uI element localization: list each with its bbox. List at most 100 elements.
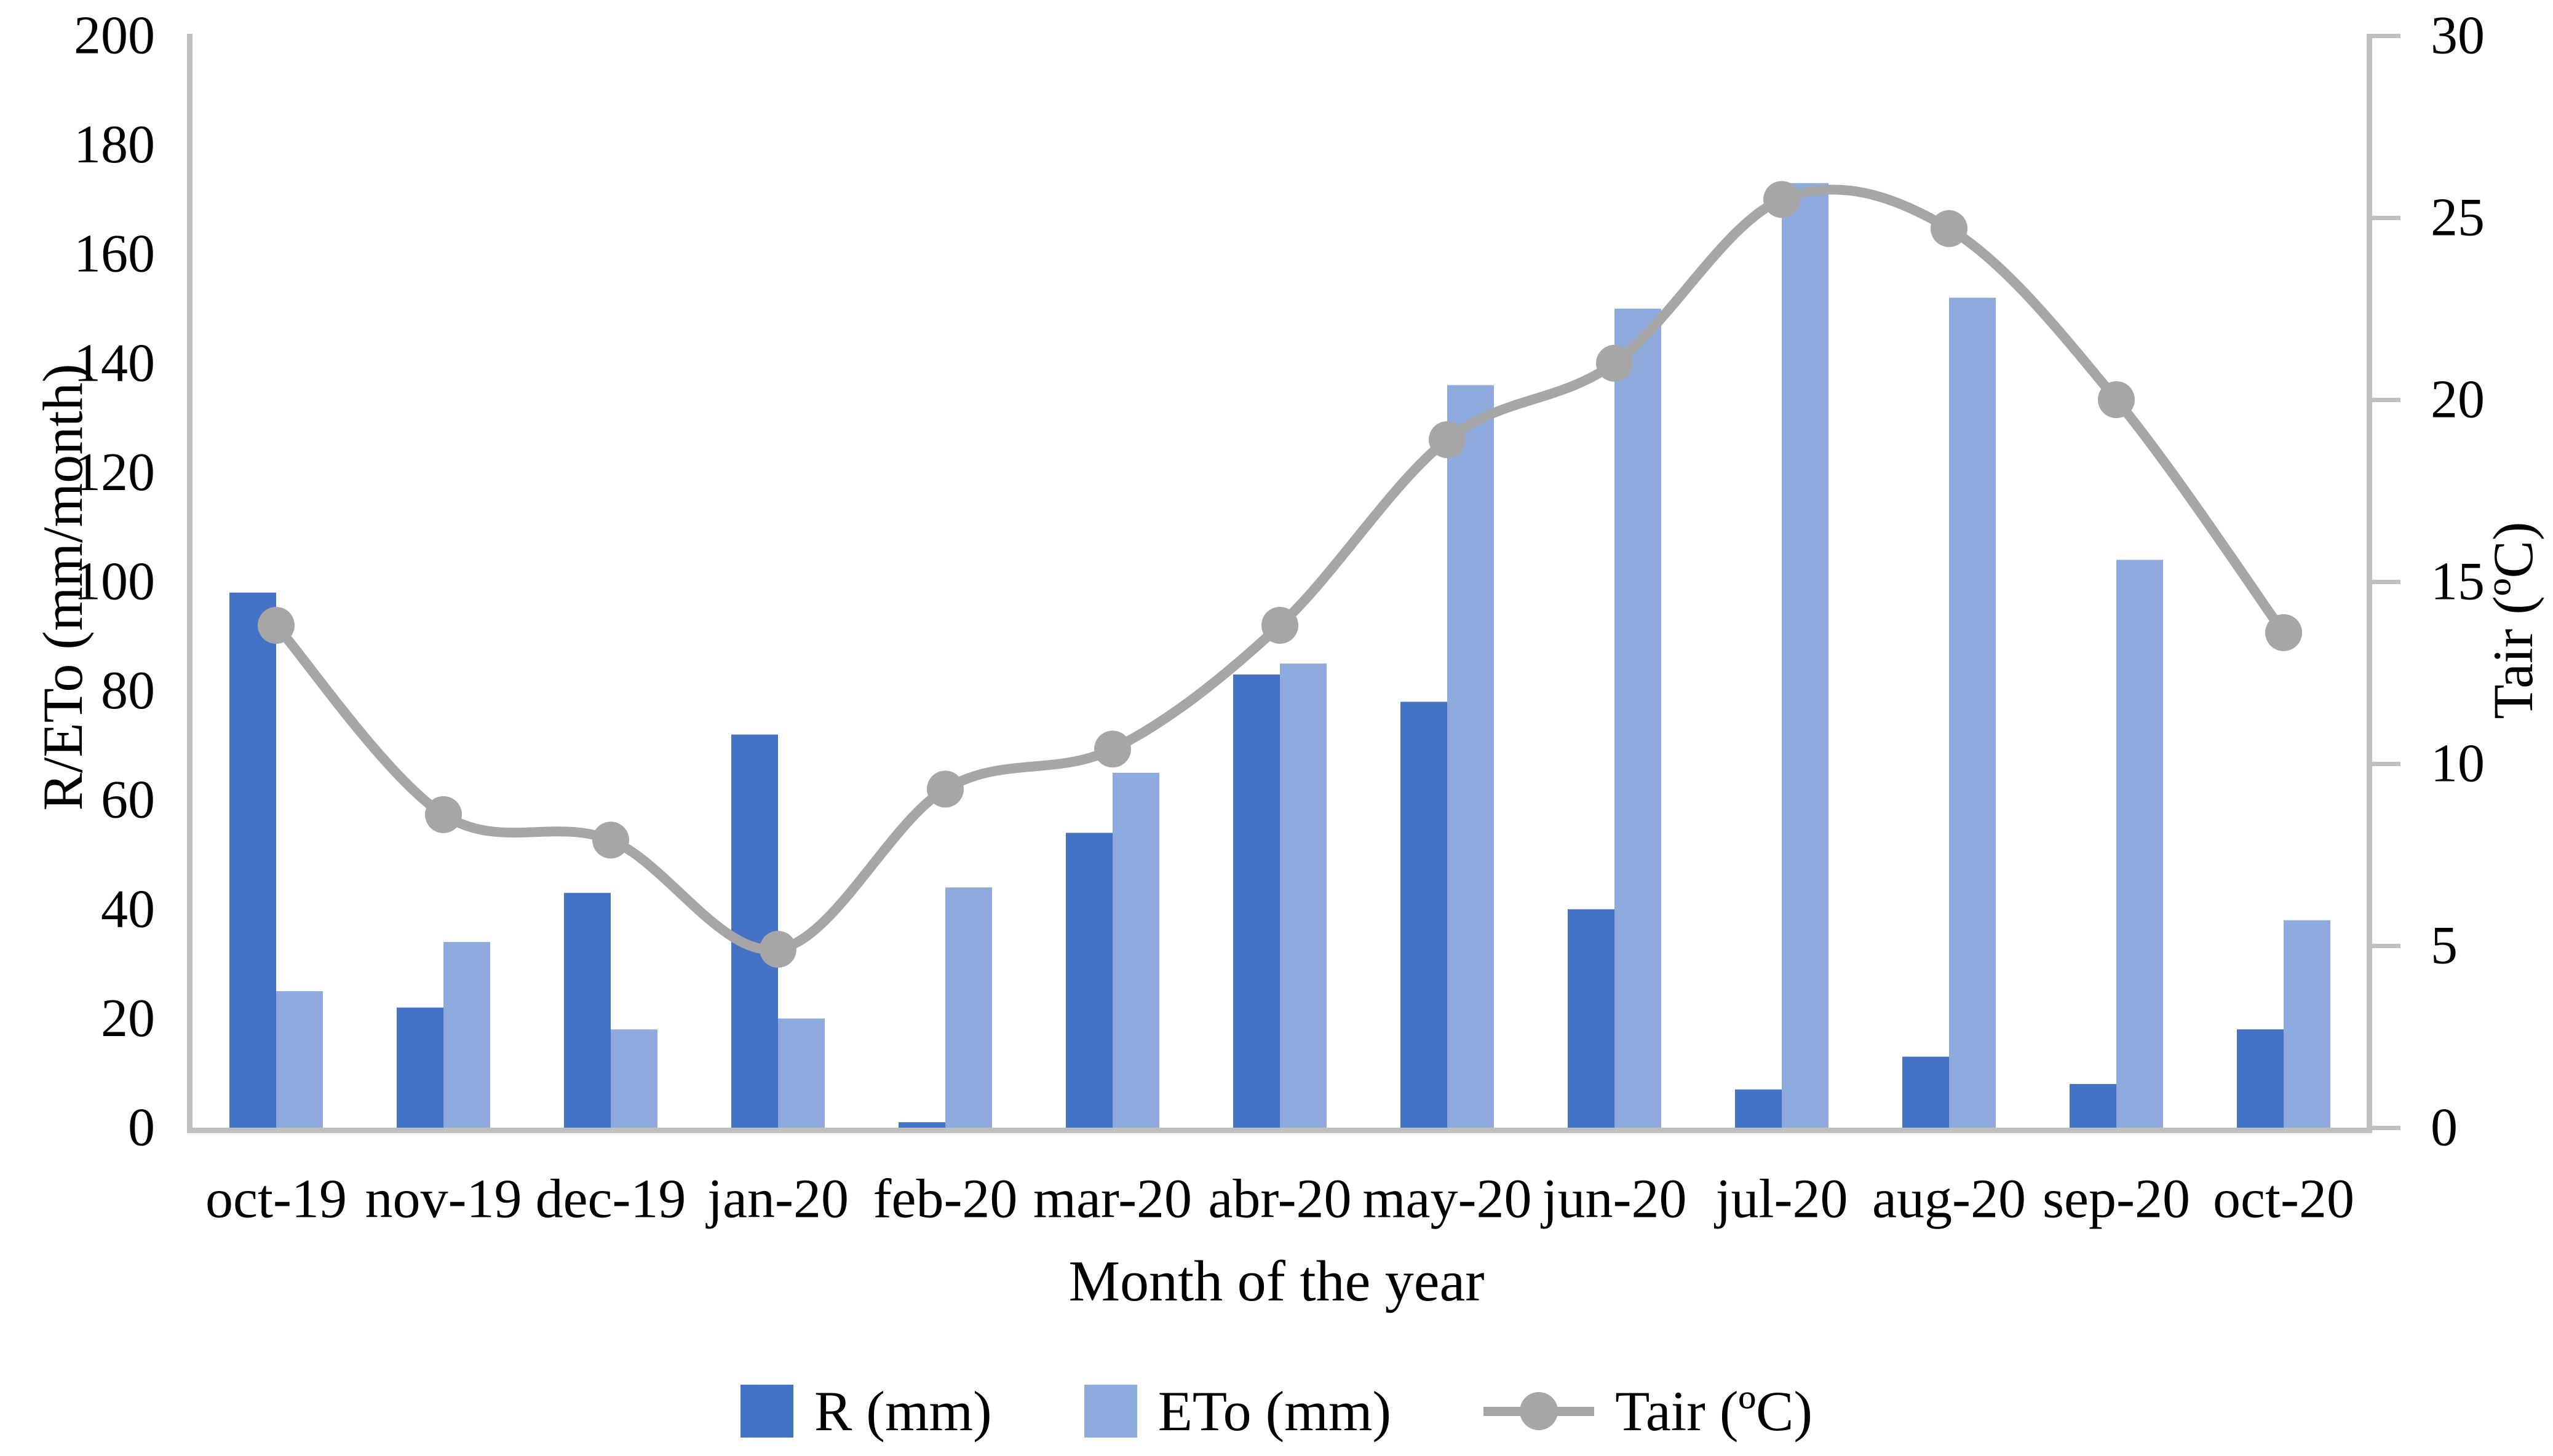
bar-series-group — [229, 183, 2330, 1128]
tair-marker-may-20 — [1429, 421, 1466, 459]
left-tick-60: 60 — [101, 770, 155, 830]
bar-eto-aug-20 — [1949, 298, 1996, 1128]
x-label-feb-20: feb-20 — [873, 1169, 1018, 1230]
tair-series-marker-icon — [1483, 1385, 1595, 1438]
tair-marker-jan-20 — [760, 930, 796, 968]
x-label-abr-20: abr-20 — [1208, 1169, 1351, 1230]
right-tick-5: 5 — [2431, 916, 2458, 976]
bar-eto-may-20 — [1447, 385, 1494, 1128]
left-tick-160: 160 — [74, 224, 155, 284]
bar-eto-nov-19 — [443, 942, 490, 1128]
tair-marker-dec-19 — [592, 821, 629, 859]
tair-marker-feb-20 — [927, 770, 964, 808]
bar-r-nov-19 — [397, 1007, 443, 1128]
bar-eto-oct-19 — [276, 991, 323, 1128]
right-tick-mark-20 — [2372, 398, 2400, 402]
bar-eto-oct-20 — [2284, 920, 2330, 1128]
legend-item-eto: ETo (mm) — [1084, 1379, 1391, 1444]
right-tick-mark-10 — [2372, 762, 2400, 766]
bar-eto-jul-20 — [1782, 183, 1828, 1128]
x-label-jan-20: jan-20 — [705, 1169, 849, 1230]
legend-label-tair: Tair (ºC) — [1615, 1380, 1813, 1442]
bar-r-jul-20 — [1735, 1089, 1782, 1128]
right-tick-10: 10 — [2431, 734, 2485, 794]
right-tick-mark-25 — [2372, 216, 2400, 220]
bar-eto-feb-20 — [945, 887, 992, 1128]
left-axis-title: R/ETo (mm/month) — [31, 363, 94, 811]
left-tick-20: 20 — [101, 989, 155, 1048]
right-axis-title: Tair (ºC) — [2482, 521, 2544, 719]
right-tick-30: 30 — [2431, 6, 2485, 66]
bar-r-may-20 — [1400, 702, 1447, 1128]
legend-item-r: R (mm) — [740, 1379, 992, 1444]
bar-eto-sep-20 — [2116, 560, 2163, 1128]
bar-r-jun-20 — [1568, 909, 1614, 1128]
bar-eto-jan-20 — [778, 1018, 825, 1128]
bar-r-aug-20 — [1902, 1056, 1949, 1128]
right-tick-20: 20 — [2431, 370, 2485, 430]
x-label-jun-20: jun-20 — [1541, 1169, 1687, 1230]
eto-series-swatch-icon — [1084, 1385, 1137, 1438]
tair-marker-nov-19 — [425, 796, 462, 833]
legend: R (mm) ETo (mm) Tair (ºC) — [0, 1379, 2553, 1444]
left-axis-tick-labels: 0 20 40 60 80 100 120 140 160 180 200 — [74, 6, 155, 1158]
left-tick-200: 200 — [74, 6, 155, 66]
x-axis-category-labels: oct-19 nov-19 dec-19 jan-20 feb-20 mar-20 abr-… — [205, 1169, 2354, 1230]
right-tick-mark-30 — [2372, 34, 2400, 38]
tair-marker-abr-20 — [1261, 607, 1298, 644]
right-axis-line — [2367, 34, 2372, 1133]
x-axis-line — [187, 1128, 2372, 1133]
right-axis-tick-labels: 0 5 10 15 20 25 30 — [2431, 6, 2485, 1158]
right-tick-mark-15 — [2372, 580, 2400, 584]
x-label-aug-20: aug-20 — [1872, 1169, 2026, 1230]
left-tick-100: 100 — [74, 552, 155, 612]
tair-marker-oct-20 — [2265, 614, 2302, 651]
bar-eto-jun-20 — [1614, 309, 1661, 1128]
x-label-oct-19: oct-19 — [205, 1169, 347, 1230]
legend-label-r: R (mm) — [814, 1380, 992, 1442]
legend-item-tair: Tair (ºC) — [1483, 1379, 1813, 1444]
bar-r-sep-20 — [2070, 1083, 2116, 1128]
x-label-nov-19: nov-19 — [365, 1169, 522, 1230]
bar-eto-abr-20 — [1280, 663, 1327, 1128]
left-tick-180: 180 — [74, 115, 155, 175]
right-tick-0: 0 — [2431, 1098, 2458, 1158]
bar-r-mar-20 — [1066, 833, 1113, 1128]
right-tick-mark-5 — [2372, 944, 2400, 948]
x-label-mar-20: mar-20 — [1033, 1169, 1192, 1230]
bar-r-jan-20 — [731, 734, 778, 1128]
bar-r-oct-20 — [2237, 1029, 2284, 1128]
bar-eto-dec-19 — [611, 1029, 657, 1128]
tair-marker-sep-20 — [2098, 381, 2135, 418]
tair-marker-jul-20 — [1763, 181, 1800, 218]
tair-marker-aug-20 — [1931, 210, 1967, 247]
bar-eto-mar-20 — [1113, 772, 1159, 1128]
tair-marker-oct-19 — [258, 607, 295, 644]
r-series-swatch-icon — [740, 1385, 793, 1438]
line-series-group — [258, 181, 2302, 968]
left-tick-40: 40 — [101, 879, 155, 939]
bar-r-abr-20 — [1233, 674, 1280, 1128]
x-label-jul-20: jul-20 — [1714, 1169, 1848, 1230]
bar-r-oct-19 — [229, 592, 276, 1128]
x-label-may-20: may-20 — [1363, 1169, 1532, 1230]
bar-r-feb-20 — [899, 1122, 945, 1128]
right-axis-ticks — [2372, 34, 2400, 1130]
left-tick-140: 140 — [74, 333, 155, 393]
x-label-oct-20: oct-20 — [2213, 1169, 2354, 1230]
right-tick-25: 25 — [2431, 188, 2485, 248]
legend-label-eto: ETo (mm) — [1157, 1380, 1392, 1442]
bar-r-dec-19 — [564, 893, 611, 1128]
x-label-sep-20: sep-20 — [2043, 1169, 2190, 1230]
tair-marker-jun-20 — [1596, 344, 1633, 382]
right-tick-mark-0 — [2372, 1126, 2400, 1130]
left-tick-80: 80 — [101, 661, 155, 721]
x-label-dec-19: dec-19 — [536, 1169, 686, 1230]
left-tick-120: 120 — [74, 443, 155, 502]
tair-marker-mar-20 — [1094, 730, 1131, 768]
left-tick-0: 0 — [128, 1098, 155, 1158]
left-axis-line — [187, 34, 193, 1133]
x-axis-title: Month of the year — [1068, 1249, 1485, 1313]
